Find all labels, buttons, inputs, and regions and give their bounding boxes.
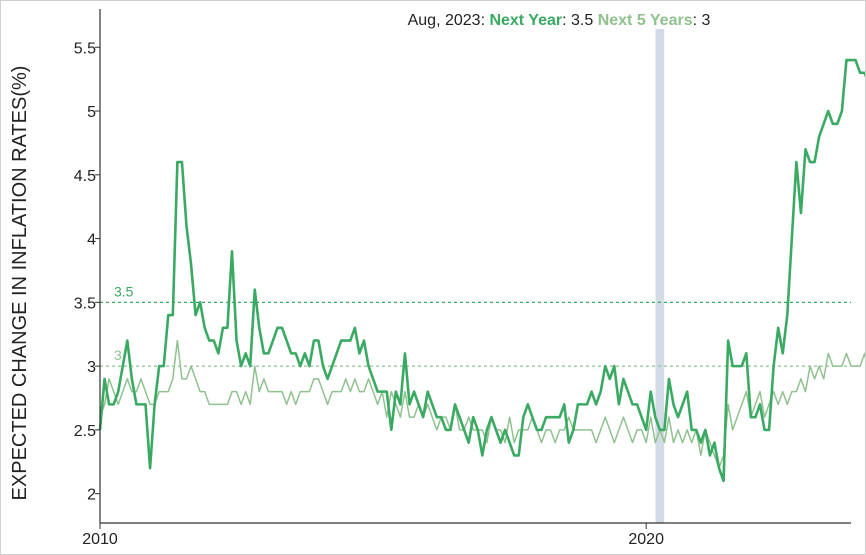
y-tick-label: 2 [87, 487, 96, 504]
y-axis-title: EXPECTED CHANGE IN INFLATION RATES(%) [9, 66, 31, 501]
y-tick-label: 4.5 [74, 168, 96, 185]
chart-header: Aug, 2023: Next Year: 3.5 Next 5 Years: … [408, 12, 711, 29]
header-next-5-years-label: Next 5 Years [598, 12, 693, 29]
y-tick-label: 3 [87, 359, 96, 376]
y-tick-label: 5.5 [74, 40, 96, 57]
reference-label-0: 3.5 [114, 283, 134, 299]
series-line-next-year [98, 58, 865, 483]
x-tick-label: 2010 [82, 531, 118, 548]
reference-label-1: 3 [114, 347, 122, 363]
header-next-year-label: Next Year [489, 12, 562, 29]
y-tick-label: 2.5 [74, 423, 96, 440]
y-tick-label: 4 [87, 232, 96, 249]
series-line-next-5-years [99, 339, 865, 469]
header-next-year-value: 3.5 [571, 12, 593, 29]
recession-band [655, 29, 665, 523]
y-tick-label: 5 [87, 104, 96, 121]
y-tick-label: 3.5 [74, 295, 96, 312]
header-next-5-years-value: 3 [701, 12, 710, 29]
x-tick-label: 2020 [628, 531, 664, 548]
header-date: Aug, 2023 [408, 12, 481, 29]
